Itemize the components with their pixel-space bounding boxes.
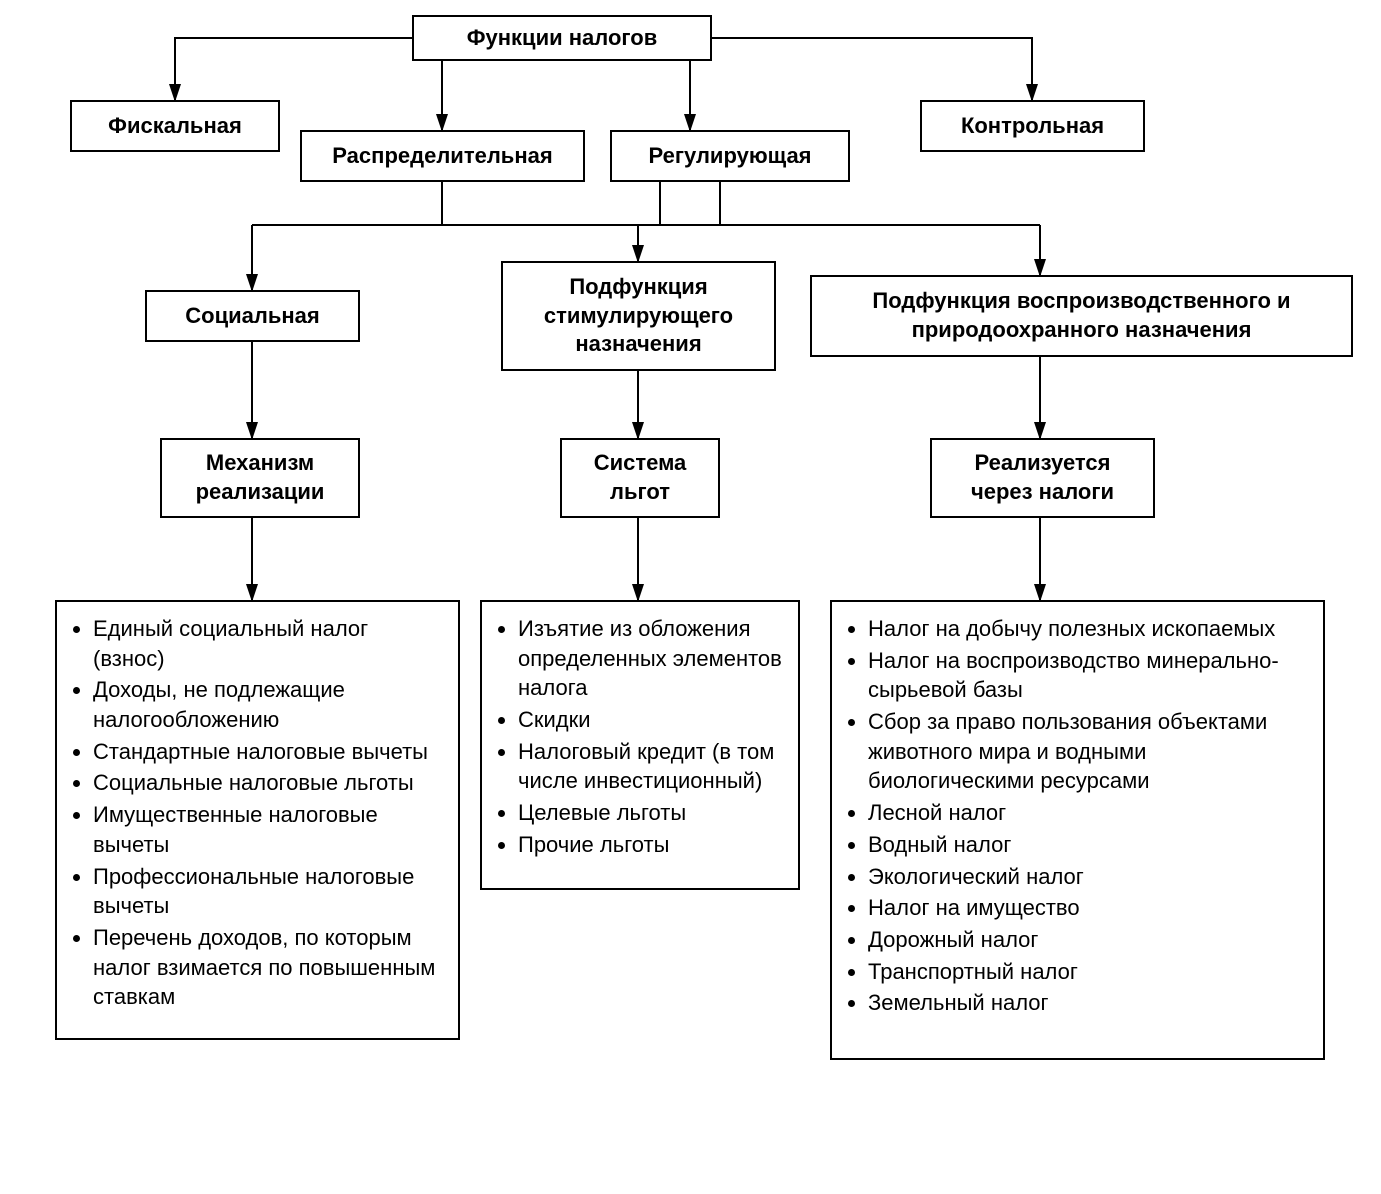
list-item: Социальные налоговые льготы xyxy=(93,768,444,798)
list-item: Экологический налог xyxy=(868,862,1309,892)
list-item: Профессиональные налоговые вычеты xyxy=(93,862,444,921)
list-item: Лесной налог xyxy=(868,798,1309,828)
node-distrib: Распределительная xyxy=(300,130,585,182)
list-item: Доходы, не подлежащие налогообложению xyxy=(93,675,444,734)
node-control: Контрольная xyxy=(920,100,1145,152)
list-item: Налог на воспроизводство минерально-сырь… xyxy=(868,646,1309,705)
list-item: Скидки xyxy=(518,705,784,735)
list-item: Целевые льготы xyxy=(518,798,784,828)
listbox-benefits: Изъятие из обложения определенных элемен… xyxy=(480,600,800,890)
listbox-mech: Единый социальный налог (взнос)Доходы, н… xyxy=(55,600,460,1040)
list-item: Стандартные налоговые вычеты xyxy=(93,737,444,767)
node-root: Функции налогов xyxy=(412,15,712,61)
node-benefits: Система льгот xyxy=(560,438,720,518)
list-item: Имущественные налоговые вычеты xyxy=(93,800,444,859)
edge xyxy=(638,182,720,225)
list-item: Налог на добычу полезных ископаемых xyxy=(868,614,1309,644)
node-social: Социальная xyxy=(145,290,360,342)
edge xyxy=(175,38,412,100)
listbox-via: Налог на добычу полезных ископаемыхНалог… xyxy=(830,600,1325,1060)
edge xyxy=(712,38,1032,100)
node-via: Реализуется через налоги xyxy=(930,438,1155,518)
node-stim: Подфункция стимулирующего назначения xyxy=(501,261,776,371)
list-item: Налог на имущество xyxy=(868,893,1309,923)
node-mech: Механизм реализации xyxy=(160,438,360,518)
node-fiscal: Фискальная xyxy=(70,100,280,152)
node-regul: Регулирующая xyxy=(610,130,850,182)
list-item: Земельный налог xyxy=(868,988,1309,1018)
list-item: Прочие льготы xyxy=(518,830,784,860)
list-via: Налог на добычу полезных ископаемыхНалог… xyxy=(846,614,1309,1018)
node-reprod: Подфункция воспроизводственного и природ… xyxy=(810,275,1353,357)
list-item: Единый социальный налог (взнос) xyxy=(93,614,444,673)
list-item: Сбор за право пользования объектами живо… xyxy=(868,707,1309,796)
list-benefits: Изъятие из обложения определенных элемен… xyxy=(496,614,784,860)
list-item: Перечень доходов, по которым налог взима… xyxy=(93,923,444,1012)
list-item: Налоговый кредит (в том числе инвестицио… xyxy=(518,737,784,796)
edge xyxy=(252,182,660,225)
list-item: Транспортный налог xyxy=(868,957,1309,987)
list-item: Водный налог xyxy=(868,830,1309,860)
list-mech: Единый социальный налог (взнос)Доходы, н… xyxy=(71,614,444,1012)
list-item: Изъятие из обложения определенных элемен… xyxy=(518,614,784,703)
list-item: Дорожный налог xyxy=(868,925,1309,955)
